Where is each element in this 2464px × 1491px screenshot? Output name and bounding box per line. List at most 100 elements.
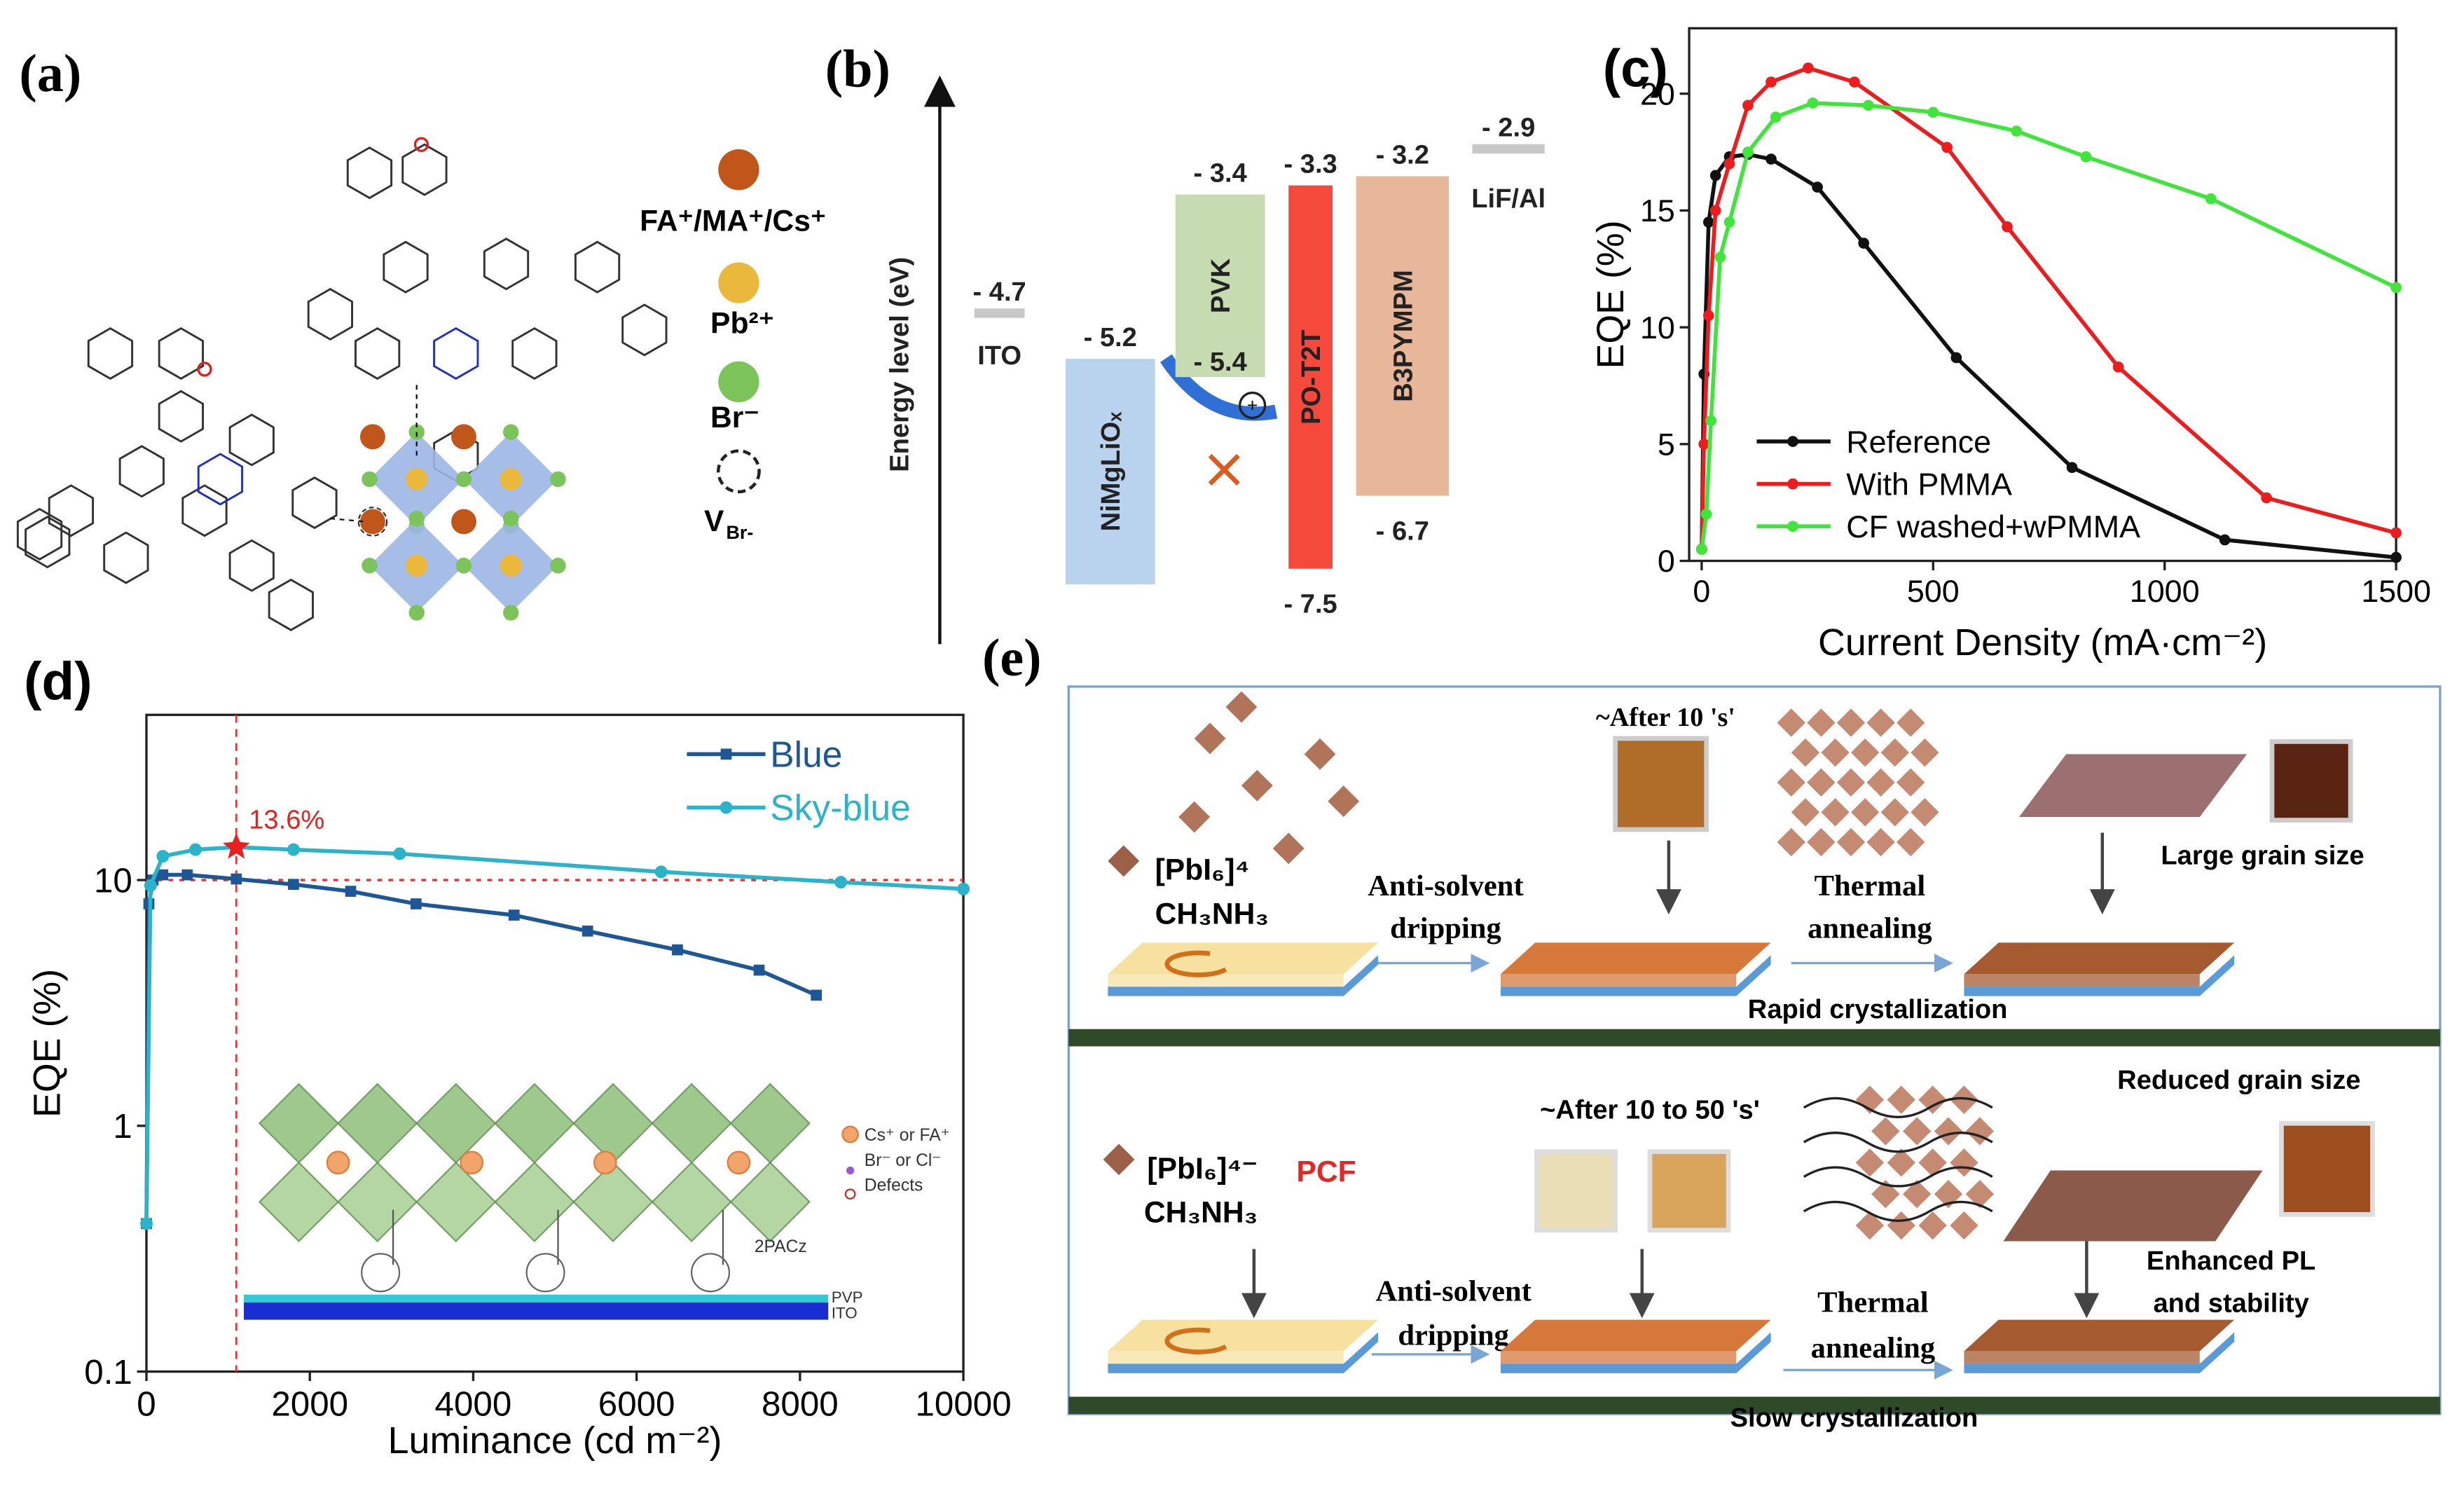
- level-label: - 7.5: [1283, 589, 1337, 619]
- ring: [401, 143, 448, 196]
- y-axis-label: EQE (%): [1590, 220, 1632, 369]
- y-tick-label: 0.1: [84, 1353, 132, 1392]
- point: [2219, 534, 2231, 546]
- process-label: Slow crystallization: [1730, 1403, 1978, 1433]
- solvent-line: [1803, 1097, 1993, 1118]
- annotation-star: [223, 832, 250, 859]
- point: [189, 843, 202, 856]
- film-top: [1500, 942, 1771, 975]
- solvent-line: [1803, 1132, 1993, 1153]
- photo: [1647, 1149, 1731, 1233]
- panel-e: (e) ~After 10 's' [PbI₆]⁴ CH₃NH₃ Anti-so…: [982, 628, 2442, 1433]
- octahedron: [1855, 1148, 1885, 1177]
- inset-legend: Defects: [865, 1176, 923, 1195]
- point: [1705, 415, 1716, 427]
- octahedron: [651, 1161, 732, 1243]
- step-label: Anti-solvent: [1368, 870, 1523, 902]
- legend-marker: [1787, 478, 1798, 490]
- film-front: [1964, 974, 2200, 987]
- octahedron: [1902, 1117, 1932, 1146]
- panel-label: (a): [19, 44, 81, 103]
- result-label: Reduced grain size: [2117, 1065, 2360, 1095]
- a-cation: [593, 1150, 617, 1175]
- film-top: [1964, 942, 2235, 975]
- plot-frame: [1688, 27, 2397, 563]
- film-front: [1500, 974, 1737, 987]
- level-label: - 3.3: [1283, 149, 1337, 179]
- solvent-line: [1803, 1166, 1993, 1188]
- point: [140, 1217, 153, 1230]
- point: [144, 879, 157, 892]
- legend-swatch: [844, 1188, 856, 1200]
- carbazole: [525, 1253, 565, 1293]
- point: [288, 879, 299, 891]
- ring: [103, 531, 149, 584]
- photo: [2269, 739, 2353, 823]
- ring: [181, 484, 228, 537]
- point: [1803, 62, 1814, 74]
- octahedron: [1855, 1085, 1885, 1114]
- octahedron: [1887, 1085, 1915, 1114]
- point: [1709, 205, 1721, 217]
- pb-ion: [406, 468, 428, 490]
- octahedron: [1304, 738, 1336, 770]
- block-cross: [1208, 453, 1240, 486]
- legend-marker: [1787, 436, 1798, 447]
- point: [2390, 527, 2402, 539]
- point: [2261, 492, 2272, 504]
- layer-name: PO-T2T: [1296, 329, 1326, 425]
- ring: [158, 327, 204, 380]
- x-tick-label: 2000: [271, 1384, 348, 1423]
- legend-marker: [720, 748, 732, 760]
- film-front: [1500, 1351, 1737, 1364]
- x-tick-label: 10000: [915, 1384, 1011, 1423]
- photo: [1613, 736, 1709, 832]
- step-label: Thermal: [1817, 1286, 1929, 1319]
- process-label: Rapid crystallization: [1748, 994, 2008, 1024]
- octahedron: [1108, 845, 1140, 877]
- film-top: [1108, 1319, 1379, 1352]
- point: [1849, 76, 1860, 88]
- point: [2390, 551, 2402, 563]
- point: [1702, 310, 1714, 322]
- ring: [87, 327, 134, 380]
- panel-c: (c) 0 500 1000 1500 0 5 10 15 20 Current Density (…: [1590, 27, 2431, 664]
- series-line: [1700, 101, 2397, 550]
- octahedron: [1855, 1211, 1885, 1240]
- a-cation: [460, 1150, 484, 1175]
- point: [2002, 221, 2013, 233]
- point: [1858, 238, 1870, 249]
- legend-swatch: [841, 1125, 859, 1143]
- layer-bar: [1065, 359, 1155, 585]
- y-tick-label: 0: [1658, 543, 1675, 579]
- ring: [268, 578, 314, 631]
- br-ion: [550, 471, 566, 488]
- octahedron: [1178, 801, 1211, 833]
- panel-d: (d) 0 2000 4000 6000 8000 10000 0.1 1 10 Luminance…: [24, 652, 1012, 1462]
- pb-ion: [500, 468, 522, 490]
- br-ion: [362, 471, 378, 488]
- legend-swatch: [718, 361, 759, 403]
- point: [410, 898, 422, 909]
- y-tick-label: 1: [113, 1107, 132, 1146]
- br-ion: [503, 605, 519, 621]
- octahedron: [1807, 708, 1836, 737]
- cation: CH₃NH₃: [1155, 898, 1269, 931]
- br-ion: [550, 558, 566, 574]
- level-label: - 3.2: [1376, 140, 1429, 170]
- point: [811, 989, 823, 1001]
- legend-label: Blue: [770, 734, 842, 774]
- layer-name: NiMgLiOₓ: [1096, 412, 1126, 532]
- octahedron: [494, 1161, 575, 1243]
- ring: [228, 413, 275, 467]
- panel-a: (a) FA⁺/MA⁺/Cs⁺ Pb²⁺ Br⁻ V Br-: [16, 44, 826, 631]
- spin-arrow: [1164, 950, 1227, 977]
- y-tick-label: 5: [1658, 427, 1675, 462]
- a-cation: [326, 1150, 350, 1175]
- frame: [1067, 685, 2442, 1415]
- legend-label: V: [704, 504, 724, 538]
- series-line: [144, 845, 964, 1224]
- point: [1696, 544, 1707, 555]
